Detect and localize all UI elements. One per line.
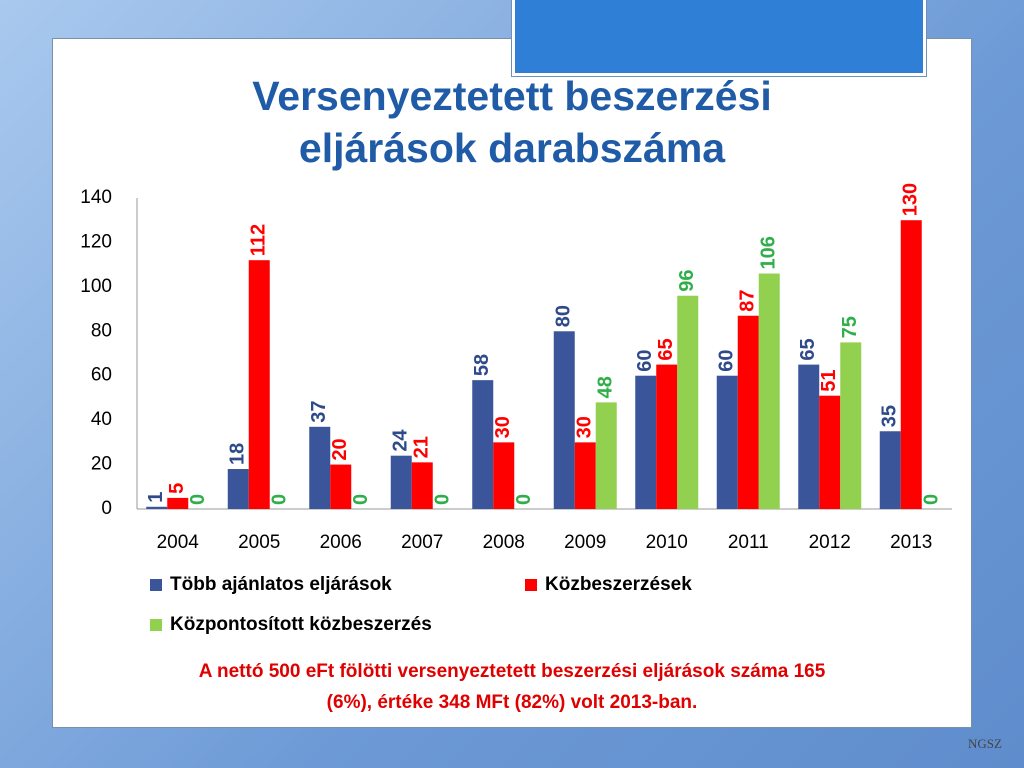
x-tick-label: 2012 <box>809 532 851 553</box>
data-label: 130 <box>900 183 922 216</box>
x-tick-label: 2013 <box>890 532 932 553</box>
data-label: 60 <box>634 349 656 371</box>
data-label: 5 <box>166 483 188 494</box>
bar <box>167 497 189 509</box>
bar <box>248 260 270 509</box>
bar <box>493 442 515 509</box>
data-label: 24 <box>390 429 412 452</box>
y-tick-label: 120 <box>80 231 112 252</box>
bar <box>330 464 352 509</box>
chart-title: Versenyeztetett beszerzési eljárások dar… <box>252 73 772 171</box>
note: A nettó 500 eFt fölötti versenyeztetett … <box>198 661 826 713</box>
bar <box>900 220 922 509</box>
x-tick-label: 2005 <box>238 532 280 553</box>
data-label: 35 <box>879 405 901 427</box>
bar <box>840 342 862 509</box>
data-label: 65 <box>797 338 819 360</box>
bar <box>390 455 412 509</box>
bar <box>146 506 168 509</box>
bar <box>677 295 699 509</box>
data-label: 112 <box>248 224 270 256</box>
data-label: 0 <box>187 494 209 505</box>
x-tick-label: 2011 <box>728 532 769 553</box>
data-label: 20 <box>329 438 351 460</box>
y-tick-label: 80 <box>91 320 112 341</box>
legend-swatch <box>150 579 162 591</box>
header-box <box>511 0 927 77</box>
data-label: 1 <box>145 492 167 503</box>
data-label: 96 <box>676 269 698 291</box>
data-label: 65 <box>655 338 677 360</box>
legend-label: Közbeszerzések <box>545 574 692 595</box>
data-label: 0 <box>350 494 372 505</box>
bar <box>716 375 738 509</box>
bar <box>411 462 433 509</box>
bar <box>879 431 901 509</box>
y-tick-label: 0 <box>101 498 112 519</box>
data-label: 60 <box>716 349 738 371</box>
bar <box>472 380 494 509</box>
legend-swatch <box>525 579 537 591</box>
bar <box>574 442 596 509</box>
data-label: 48 <box>595 376 617 398</box>
data-label: 37 <box>308 401 330 423</box>
bar <box>553 331 575 509</box>
bar <box>227 469 249 509</box>
data-label: 80 <box>553 305 575 327</box>
y-tick-label: 20 <box>91 454 112 475</box>
y-tick-label: 140 <box>80 187 112 208</box>
y-tick-label: 40 <box>91 409 112 430</box>
bar <box>737 315 759 509</box>
data-label: 106 <box>758 236 780 269</box>
x-tick-label: 2004 <box>157 532 200 553</box>
data-label: 0 <box>513 494 535 505</box>
bar <box>309 426 331 509</box>
bar <box>595 402 617 509</box>
x-tick-label: 2009 <box>564 532 606 553</box>
data-label: 0 <box>921 494 943 505</box>
legend-label: Több ajánlatos eljárások <box>170 574 392 595</box>
legend-label: Központosított közbeszerzés <box>170 614 432 635</box>
logo: NGSZ <box>968 736 1002 751</box>
data-label: 58 <box>471 354 493 376</box>
data-label: 0 <box>269 494 291 505</box>
data-label: 18 <box>227 443 249 465</box>
data-label: 30 <box>574 416 596 438</box>
y-tick-label: 60 <box>91 365 112 386</box>
legend-swatch <box>150 619 162 631</box>
y-tick-label: 100 <box>80 276 112 297</box>
x-tick-label: 2006 <box>320 532 362 553</box>
x-tick-label: 2008 <box>483 532 525 553</box>
bar <box>635 375 657 509</box>
data-label: 30 <box>492 416 514 438</box>
data-label: 87 <box>737 289 759 311</box>
data-label: 51 <box>818 369 840 391</box>
data-label: 21 <box>411 436 433 458</box>
data-label: 0 <box>432 494 454 505</box>
bar <box>798 364 820 509</box>
bar <box>656 364 678 509</box>
bar <box>758 273 780 509</box>
bar <box>819 395 841 509</box>
data-label: 75 <box>839 316 861 338</box>
x-tick-label: 2010 <box>646 532 688 553</box>
x-tick-label: 2007 <box>401 532 443 553</box>
